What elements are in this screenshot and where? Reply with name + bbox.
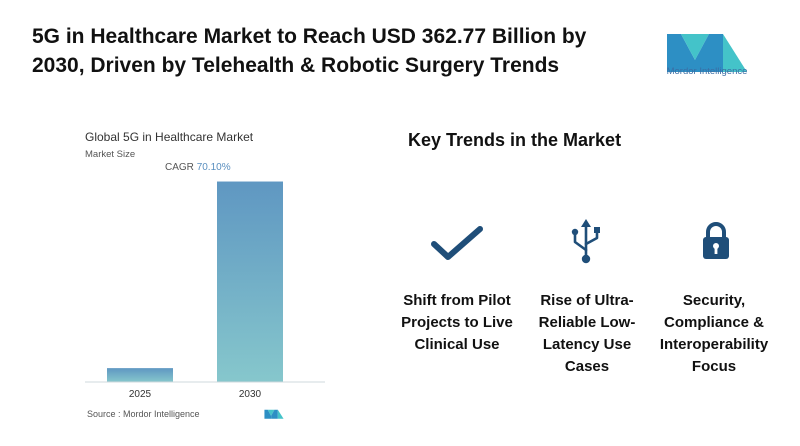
x-tick-label-2025: 2025 [129,389,152,400]
checkmark-icon [431,226,483,260]
chart-subtitle: Market Size [85,149,136,160]
bar-2025 [107,368,173,382]
mordor-mini-logo-icon [264,409,284,419]
mordor-logo-icon [667,34,747,72]
trend-label-1: Shift from Pilot Projects to Live Clinic… [401,292,513,353]
market-size-chart: 2025 2030 Global 5G in Healthcare Market … [80,118,330,428]
cagr-value: 70.10% [196,162,231,173]
cagr-label: CAGR [165,162,194,173]
chart-plot: 2025 2030 [85,181,325,400]
usb-icon [571,219,600,264]
trend-label-2: Rise of Ultra-Reliable Low-Latency Use C… [538,292,636,375]
key-trends-title: Key Trends in the Market [408,130,622,150]
bar-2030 [217,181,283,382]
cagr-annotation: CAGR 70.10% [165,162,231,173]
chart-title: Global 5G in Healthcare Market [85,130,254,144]
trend-label-3: Security, Compliance & Interoperability … [659,292,769,375]
lock-icon [703,222,729,259]
page-title: 5G in Healthcare Market to Reach USD 362… [32,25,587,77]
x-tick-label-2030: 2030 [239,389,262,400]
logo-text: Mordor Intelligence [666,66,748,77]
source-note: Source : Mordor Intelligence [87,409,200,419]
